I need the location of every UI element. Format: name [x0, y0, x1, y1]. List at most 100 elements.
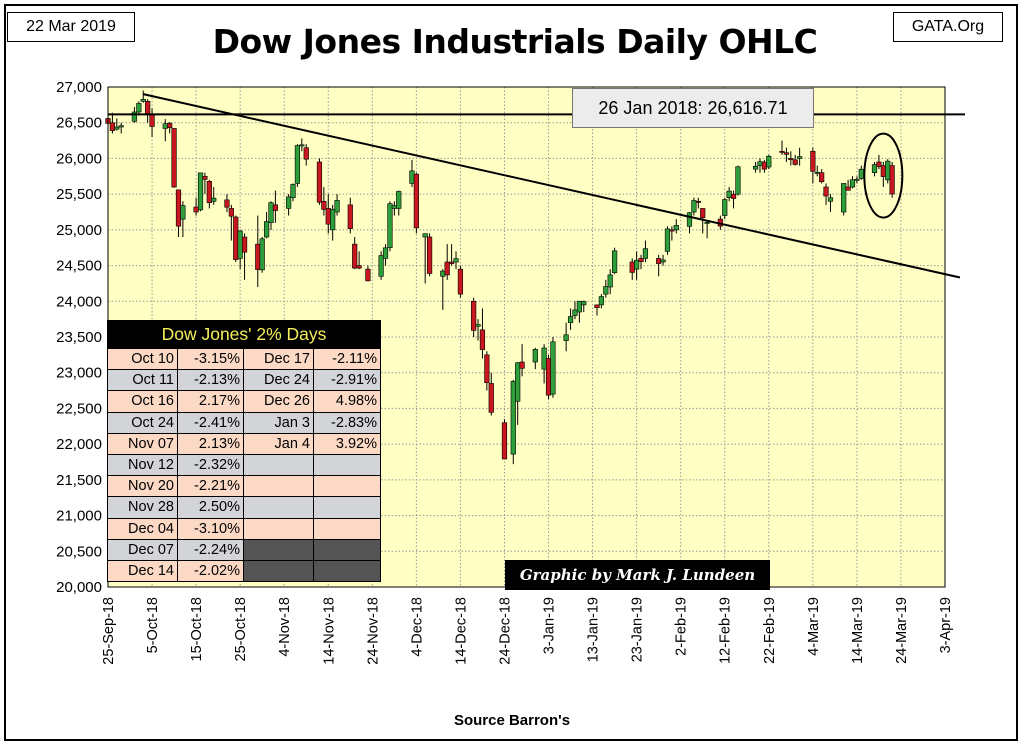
candlestick: [594, 304, 600, 316]
candlestick: [303, 144, 309, 166]
candlestick: [766, 154, 772, 170]
candle-body: [131, 111, 138, 122]
candle-body: [316, 161, 323, 203]
candlestick: [197, 172, 204, 212]
candlestick: [413, 172, 419, 234]
candle-body: [880, 165, 886, 177]
candle-body: [752, 165, 759, 170]
table-title: Dow Jones' 2% Days: [107, 320, 381, 349]
table-row: Dec 14 -2.02%: [107, 559, 381, 583]
candlestick: [827, 194, 834, 212]
x-tick-label: 14-Nov-18: [321, 597, 337, 665]
candlestick: [136, 101, 142, 116]
y-tick-label: 25,000: [56, 222, 102, 239]
candlestick: [515, 362, 521, 425]
candle-body: [259, 238, 265, 271]
candlestick: [673, 219, 679, 234]
table-date-cell: Nov 28: [107, 496, 178, 519]
table-row: Nov 07 2.13% Jan 4 3.92%: [107, 432, 381, 455]
x-tick-label: 2-Feb-19: [674, 597, 690, 656]
candlestick: [259, 237, 265, 273]
candle-body: [594, 304, 600, 309]
candle-body: [779, 150, 785, 153]
candle-body: [810, 150, 816, 172]
candle-body: [303, 147, 309, 160]
candle-body: [603, 286, 609, 295]
candlestick: [638, 254, 644, 270]
candlestick: [550, 337, 556, 398]
candlestick: [545, 354, 552, 400]
candle-body: [735, 166, 741, 195]
table-change-cell: [313, 453, 381, 477]
candle-body: [444, 261, 450, 276]
table-change-cell: [313, 475, 381, 498]
candle-body: [841, 183, 847, 213]
table-row: Nov 28 2.50%: [107, 496, 381, 519]
candle-body: [162, 123, 168, 129]
candle-body: [704, 221, 710, 224]
candle-body: [638, 258, 644, 263]
table-change-cell: -2.02%: [177, 559, 244, 583]
table-change-cell: -2.91%: [313, 369, 381, 392]
candlestick: [330, 204, 336, 241]
candle-body: [294, 145, 301, 184]
candlestick: [241, 233, 248, 280]
candlestick: [272, 190, 279, 223]
candlestick: [233, 215, 239, 262]
candle-body: [510, 381, 516, 455]
candle-body: [660, 259, 666, 263]
candle-body: [334, 200, 340, 213]
candle-body: [783, 152, 790, 155]
x-tick-label: 13-Jan-19: [586, 597, 602, 662]
candlestick: [783, 147, 790, 162]
candle-body: [726, 190, 732, 199]
candle-body: [515, 362, 521, 402]
candle-body: [109, 122, 116, 131]
candle-body: [440, 270, 446, 277]
candle-body: [299, 144, 305, 147]
graphic-credit: Graphic by Mark J. Lundeen: [505, 560, 770, 590]
candlestick: [642, 240, 649, 262]
candlestick: [396, 190, 402, 216]
candlestick: [365, 265, 371, 282]
x-tick-label: 25-Oct-18: [233, 597, 249, 661]
table-date-cell: [243, 475, 314, 498]
two-percent-days-table: Dow Jones' 2% Days Oct 10 -3.15% Dec 17 -2.…: [107, 320, 381, 583]
candle-body: [854, 178, 860, 181]
candle-body: [356, 265, 362, 269]
candlestick: [722, 197, 728, 220]
table-change-cell: 3.92%: [313, 432, 381, 455]
table-change-cell: 4.98%: [313, 390, 381, 413]
candle-body: [819, 172, 825, 183]
candle-body: [845, 186, 851, 191]
table-change-cell: [313, 517, 381, 540]
candlestick: [797, 147, 803, 166]
candlestick: [854, 176, 860, 184]
candle-body: [700, 208, 706, 219]
y-tick-label: 22,500: [56, 400, 102, 417]
table-change-cell: -2.24%: [177, 538, 244, 561]
candle-body: [224, 199, 230, 208]
table-row: Oct 11 -2.13% Dec 24 -2.91%: [107, 369, 381, 392]
candle-body: [885, 160, 891, 181]
candle-body: [484, 354, 490, 384]
table-row: Dec 04 -3.10%: [107, 517, 381, 540]
candle-body: [849, 179, 856, 188]
table-date-cell: Oct 16: [107, 390, 178, 413]
candle-body: [669, 229, 675, 232]
candlestick: [704, 221, 710, 239]
table-date-cell: Dec 24: [243, 369, 314, 392]
candlestick: [453, 251, 459, 270]
table-change-cell: -3.15%: [177, 347, 244, 371]
candlestick: [660, 254, 666, 266]
table-date-cell: Oct 11: [107, 369, 178, 392]
candle-body: [382, 247, 389, 259]
candlestick: [180, 201, 186, 237]
y-tick-label: 24,500: [56, 258, 102, 275]
candle-body: [268, 202, 274, 224]
candle-body: [114, 126, 120, 130]
candle-body: [211, 197, 217, 202]
x-axis-ticks: 25-Sep-18 5-Oct-18 15-Oct-18 25-Oct-18 4-Nov…: [101, 597, 954, 665]
candle-body: [136, 103, 142, 113]
x-tick-label: 3-Apr-19: [938, 597, 954, 653]
